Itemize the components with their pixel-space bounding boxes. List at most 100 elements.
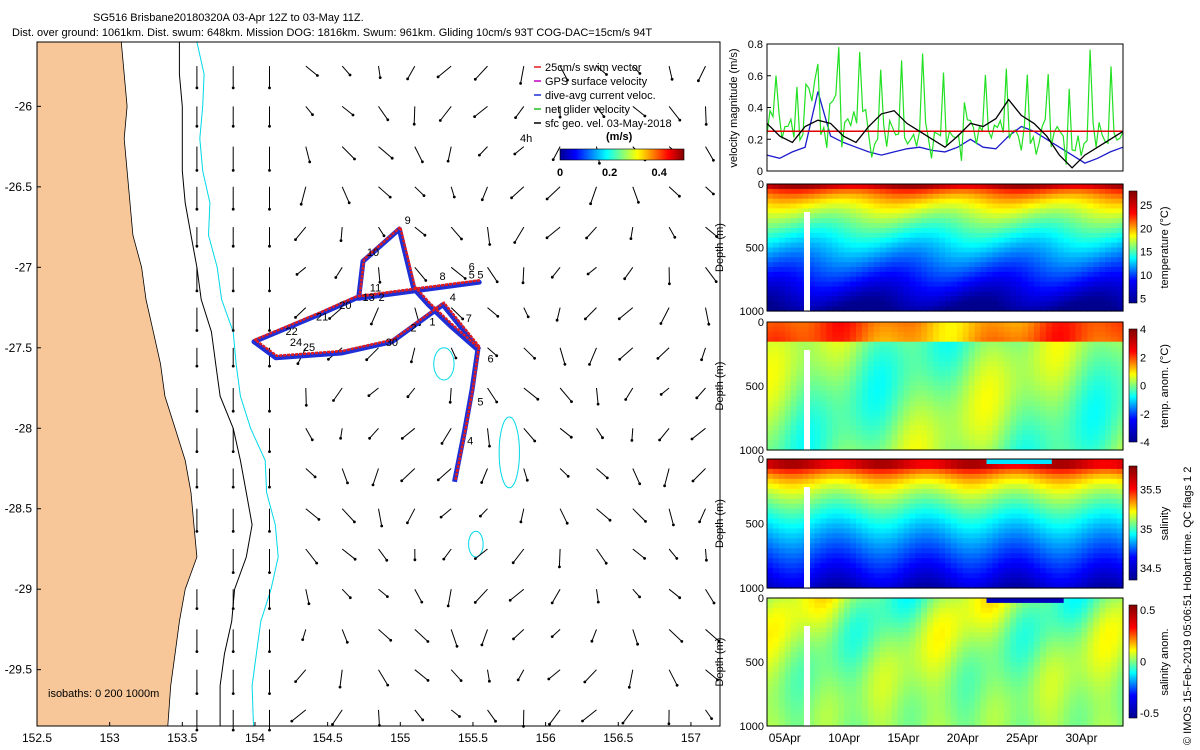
section-cell-2-19-1 [879, 464, 887, 470]
section-cell-0-46-20 [1039, 281, 1047, 288]
section-cell-0-25-5 [915, 208, 922, 214]
section-cell-1-15-17 [856, 405, 863, 412]
section-cell-0-41-1 [1010, 188, 1017, 195]
section-cell-0-18-25 [873, 306, 881, 312]
section-cell-2-40-25 [1004, 583, 1011, 589]
section-cell-0-43-1 [1022, 188, 1029, 195]
section-cell-0-4-3 [790, 198, 798, 205]
section-cell-2-34-13 [968, 523, 976, 530]
section-cell-0-33-18 [962, 271, 970, 278]
section-cell-2-37-6 [986, 488, 993, 495]
section-cell-0-42-8 [1016, 223, 1023, 229]
section-cell-0-10-20 [826, 281, 833, 288]
section-cell-1-11-17 [832, 405, 839, 412]
section-cell-1-47-19 [1045, 415, 1053, 421]
section-cell-0-1-14 [772, 252, 780, 258]
section-cell-2-9-10 [820, 508, 827, 515]
section-cell-0-15-2 [856, 193, 863, 200]
section-cell-1-50-19 [1063, 415, 1071, 421]
section-cell-1-47-24 [1045, 440, 1053, 446]
velocity-arrow-head-37 [268, 244, 271, 248]
section-cell-1-22-3 [897, 336, 904, 343]
section-cell-0-44-24 [1028, 301, 1035, 307]
section-cell-2-1-6 [772, 488, 780, 495]
section-cell-2-10-15 [826, 533, 833, 539]
section-cell-2-18-20 [873, 558, 881, 564]
velocity-arrow-head-246 [690, 437, 694, 441]
section-cell-0-11-18 [832, 271, 839, 278]
velocity-arrow-head-207 [629, 237, 633, 241]
section-cell-1-33-1 [962, 326, 970, 333]
section-cell-2-15-15 [856, 533, 863, 539]
section-cell-1-58-21 [1111, 425, 1118, 431]
section-cell-0-35-1 [974, 188, 982, 195]
section-cell-1-56-17 [1099, 405, 1106, 412]
legend-label-1: GPS surface velocity [545, 76, 648, 88]
section-cell-1-34-23 [968, 435, 976, 441]
section-cell-0-44-19 [1028, 276, 1035, 283]
section-cell-1-0-20 [767, 420, 774, 426]
velocity-arrow-81 [341, 629, 348, 643]
section-cell-0-53-13 [1081, 247, 1088, 253]
section-cell-0-15-0 [856, 184, 863, 190]
section-cell-1-58-25 [1111, 445, 1118, 451]
section-cell-1-17-11 [867, 376, 875, 382]
section-cell-0-38-25 [992, 306, 999, 312]
velocity-arrow-117 [414, 709, 424, 721]
section-cell-2-2-11 [778, 513, 786, 520]
section-cell-1-44-6 [1028, 351, 1035, 357]
section-cell-1-53-14 [1081, 390, 1088, 397]
section-cell-2-24-22 [909, 568, 916, 574]
velocity-arrow-head-52 [308, 160, 312, 164]
section-cell-1-38-17 [992, 405, 999, 412]
section-cell-0-52-15 [1075, 257, 1082, 263]
velocity-arrow-190 [586, 226, 597, 239]
section-cell-0-0-12 [767, 242, 774, 249]
section-cell-1-5-22 [796, 430, 804, 436]
section-cell-0-30-21 [945, 286, 952, 293]
waypoint-label-12: 1 [429, 316, 435, 328]
section-cell-0-28-10 [933, 232, 940, 239]
section-cell-0-27-13 [927, 247, 934, 253]
section-cell-2-3-13 [784, 523, 792, 530]
velocity-arrow-234 [668, 629, 683, 642]
section-cell-1-42-24 [1016, 440, 1023, 446]
section-cell-0-11-8 [832, 223, 839, 229]
section-cell-1-54-25 [1087, 445, 1094, 451]
section-cell-1-37-23 [986, 435, 993, 441]
section-cell-0-27-7 [927, 218, 934, 224]
section-cell-1-1-14 [772, 390, 780, 397]
section-cell-1-47-12 [1045, 381, 1053, 387]
section-cell-1-1-10 [772, 371, 780, 377]
section-cell-1-8-6 [814, 351, 821, 357]
section-cell-1-47-2 [1045, 331, 1053, 338]
section-cell-0-57-15 [1105, 257, 1112, 263]
section-cell-0-41-13 [1010, 247, 1017, 253]
section-cell-1-8-19 [814, 415, 821, 421]
section-cell-1-45-15 [1034, 395, 1041, 402]
section-cell-0-54-8 [1087, 223, 1094, 229]
section-cell-2-34-1 [968, 464, 976, 470]
section-cell-2-41-19 [1010, 553, 1017, 559]
velocity-arrow-head-199 [596, 600, 600, 604]
section-cell-2-2-19 [778, 553, 786, 559]
velocity-arrow-head-24 [231, 409, 235, 413]
section-cell-1-13-0 [844, 322, 851, 328]
section-cell-0-26-6 [921, 213, 928, 219]
section-cell-2-40-5 [1004, 483, 1011, 490]
section-cell-0-45-24 [1034, 301, 1041, 307]
section-cell-0-20-2 [885, 193, 893, 200]
section-cell-2-10-6 [826, 488, 833, 495]
section-cell-1-2-14 [778, 390, 786, 397]
section-cell-2-37-13 [986, 523, 993, 530]
section-cell-1-49-22 [1057, 430, 1065, 436]
section-cell-2-5-7 [796, 493, 804, 500]
section-cell-0-11-17 [832, 267, 839, 273]
section-cell-0-18-23 [873, 296, 881, 302]
section-cell-0-57-19 [1105, 276, 1112, 283]
section-cell-0-3-8 [784, 223, 792, 229]
section-cell-1-19-8 [879, 361, 887, 367]
section-cell-2-30-2 [945, 468, 952, 475]
section-cell-1-6-5 [802, 346, 810, 353]
velocity-arrow-head-120 [446, 159, 450, 163]
